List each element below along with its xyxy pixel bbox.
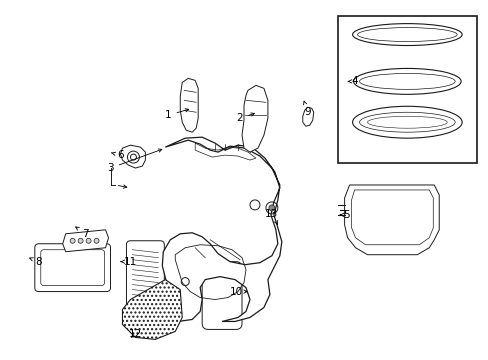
Polygon shape	[122, 280, 182, 339]
Text: 10: 10	[229, 287, 246, 297]
Text: 5: 5	[340, 210, 349, 220]
Polygon shape	[302, 107, 313, 126]
FancyBboxPatch shape	[35, 244, 110, 292]
Polygon shape	[242, 85, 267, 152]
Ellipse shape	[86, 238, 91, 243]
FancyBboxPatch shape	[126, 241, 164, 306]
Ellipse shape	[94, 238, 99, 243]
FancyBboxPatch shape	[202, 262, 242, 329]
Bar	[337, 15, 476, 163]
Polygon shape	[180, 78, 198, 132]
Ellipse shape	[78, 238, 83, 243]
Ellipse shape	[353, 68, 460, 94]
Text: 8: 8	[30, 257, 42, 267]
Polygon shape	[344, 185, 438, 255]
Text: 11: 11	[121, 257, 137, 267]
Text: 7: 7	[76, 227, 89, 239]
Text: 2: 2	[236, 113, 254, 123]
Ellipse shape	[352, 106, 461, 138]
Text: 1: 1	[164, 109, 188, 120]
Text: 13: 13	[264, 209, 278, 224]
Ellipse shape	[268, 205, 274, 211]
Text: 12: 12	[128, 329, 142, 339]
Polygon shape	[120, 145, 145, 168]
Text: 6: 6	[111, 150, 123, 160]
Text: 4: 4	[347, 76, 357, 86]
Polygon shape	[62, 230, 108, 252]
Ellipse shape	[352, 24, 461, 45]
Ellipse shape	[70, 238, 75, 243]
Text: 9: 9	[303, 101, 310, 117]
Polygon shape	[162, 137, 281, 321]
Text: 3: 3	[107, 149, 162, 173]
